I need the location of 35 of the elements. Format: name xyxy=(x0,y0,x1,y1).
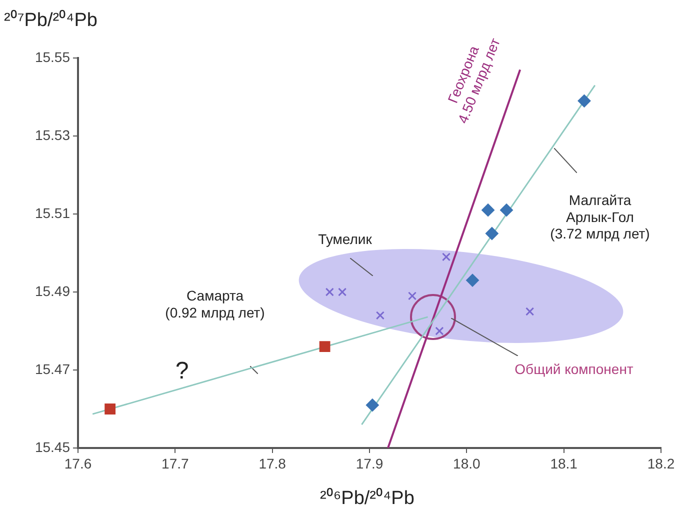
point xyxy=(366,398,379,412)
y-tick-label: 15.49 xyxy=(34,282,70,299)
x-tick-label: 17.8 xyxy=(258,455,286,472)
x-tick-label: 17.7 xyxy=(162,455,190,472)
point xyxy=(408,292,417,300)
y-tick-label: 15.45 xyxy=(34,438,70,455)
x-tick-label: 17.6 xyxy=(64,455,92,472)
x-tick-label: 18.2 xyxy=(647,455,675,472)
x-tick-label: 17.9 xyxy=(356,455,384,472)
point xyxy=(526,307,534,316)
y-tick-label: 15.51 xyxy=(34,204,70,221)
point xyxy=(442,252,451,262)
point xyxy=(376,311,384,320)
y-axis-title: ²⁰⁷Pb/²⁰⁴Pb xyxy=(4,8,98,32)
annotation: Тумелик xyxy=(318,230,373,247)
point xyxy=(578,94,591,108)
point xyxy=(104,404,116,414)
x-tick-label: 18.0 xyxy=(453,455,481,472)
y-tick-label: 15.55 xyxy=(34,48,70,65)
point xyxy=(500,204,514,217)
x-tick-label: 18.1 xyxy=(550,455,578,472)
point xyxy=(325,288,334,296)
annotation: ? xyxy=(175,358,189,385)
annotation: Малгайта Арлык-Гол (3.72 млрд лет) xyxy=(550,192,650,242)
y-tick-label: 15.47 xyxy=(34,360,70,377)
y-tick-label: 15.53 xyxy=(34,126,70,143)
point xyxy=(466,274,479,287)
point xyxy=(338,288,347,296)
point xyxy=(319,341,330,352)
point xyxy=(485,227,498,240)
annotation: Общий компонент xyxy=(514,360,634,377)
point xyxy=(482,204,495,217)
x-axis-title: ²⁰⁶Pb/²⁰⁴Pb xyxy=(320,486,414,510)
annotation: Самарта (0.92 млрд лет) xyxy=(165,287,265,320)
point xyxy=(435,326,444,336)
